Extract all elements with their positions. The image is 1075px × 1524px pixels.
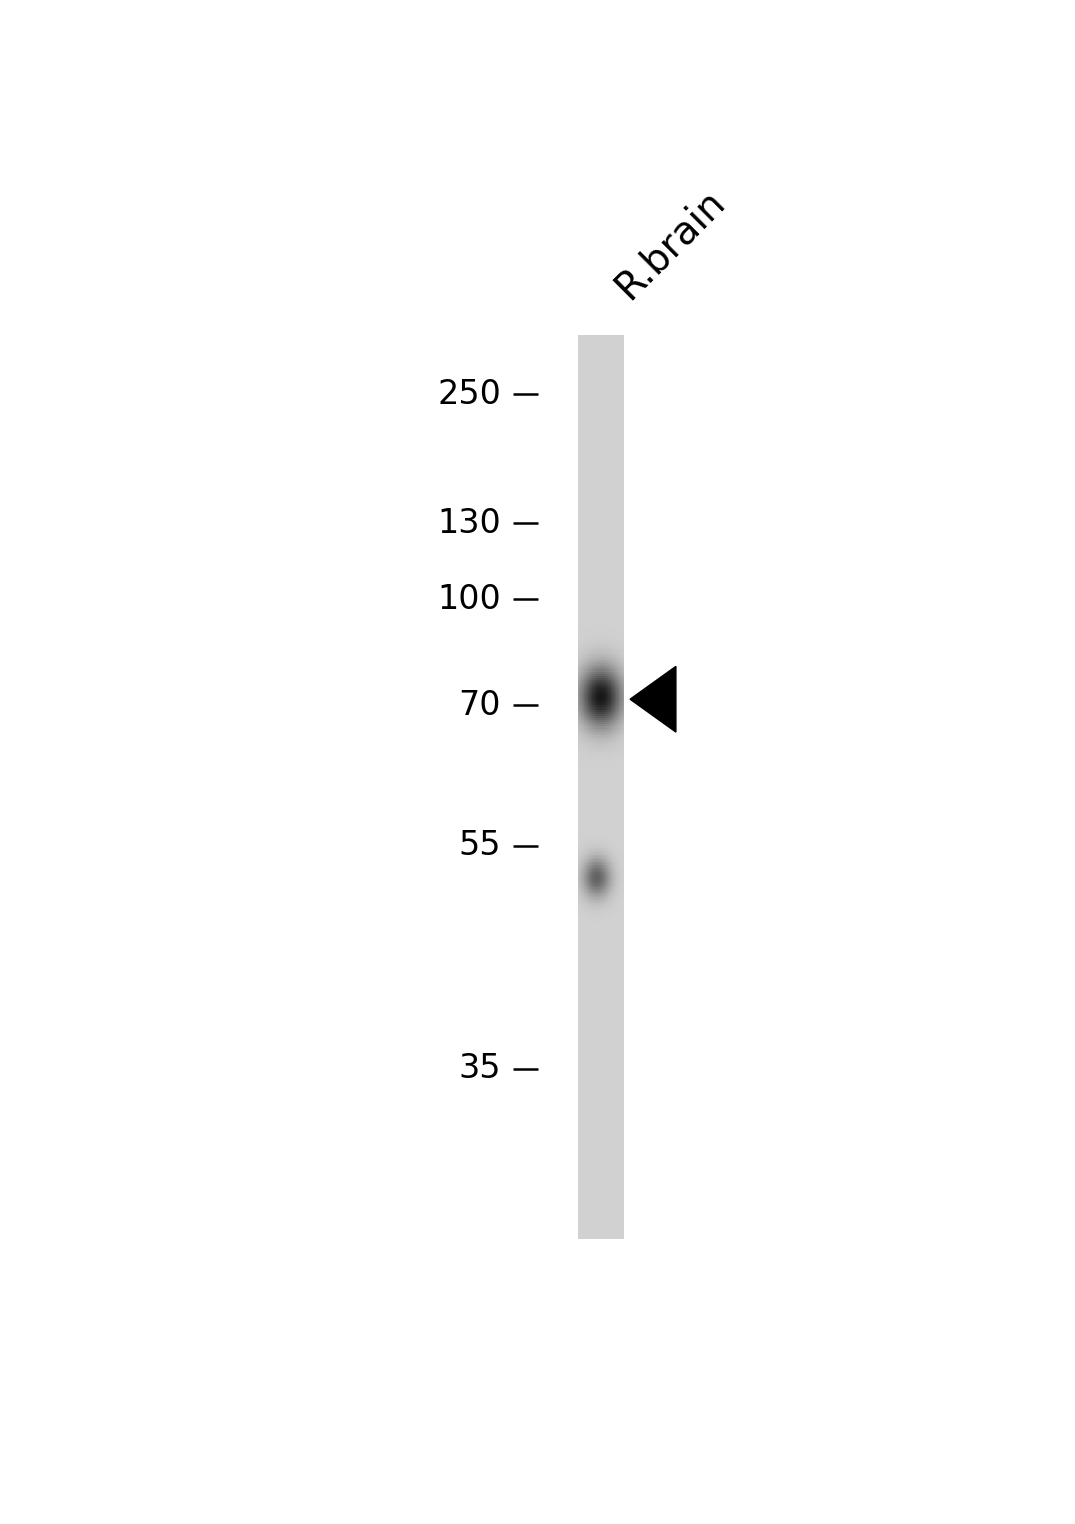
Text: R.brain: R.brain	[607, 181, 732, 306]
Bar	[578, 335, 624, 1239]
Text: 55: 55	[458, 829, 501, 863]
Text: 70: 70	[458, 689, 501, 721]
Text: 100: 100	[438, 584, 501, 616]
Polygon shape	[630, 666, 676, 732]
Text: 35: 35	[458, 1053, 501, 1085]
Text: 130: 130	[438, 506, 501, 539]
Text: 250: 250	[438, 378, 501, 410]
